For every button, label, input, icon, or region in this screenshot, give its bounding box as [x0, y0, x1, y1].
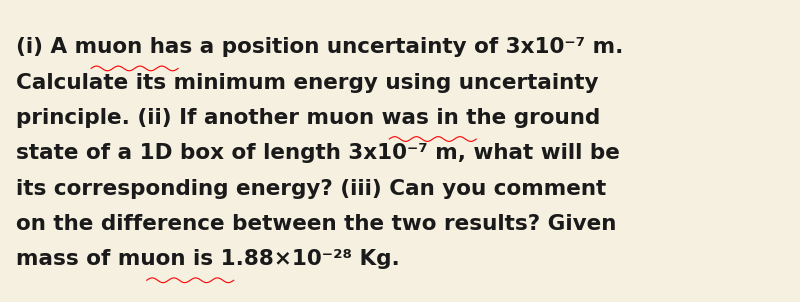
Text: mass of muon is 1.88×10⁻²⁸ Kg.: mass of muon is 1.88×10⁻²⁸ Kg.: [16, 249, 399, 269]
Text: on the difference between the two results? Given: on the difference between the two result…: [16, 214, 616, 234]
Text: Calculate its minimum energy using uncertainty: Calculate its minimum energy using uncer…: [16, 72, 598, 93]
Text: state of a 1D box of length 3x10⁻⁷ m, what will be: state of a 1D box of length 3x10⁻⁷ m, wh…: [16, 143, 620, 163]
Text: principle. (ii) If another muon was in the ground: principle. (ii) If another muon was in t…: [16, 108, 600, 128]
Text: (i) A muon has a position uncertainty of 3x10⁻⁷ m.: (i) A muon has a position uncertainty of…: [16, 37, 623, 57]
Text: its corresponding energy? (iii) Can you comment: its corresponding energy? (iii) Can you …: [16, 178, 606, 198]
